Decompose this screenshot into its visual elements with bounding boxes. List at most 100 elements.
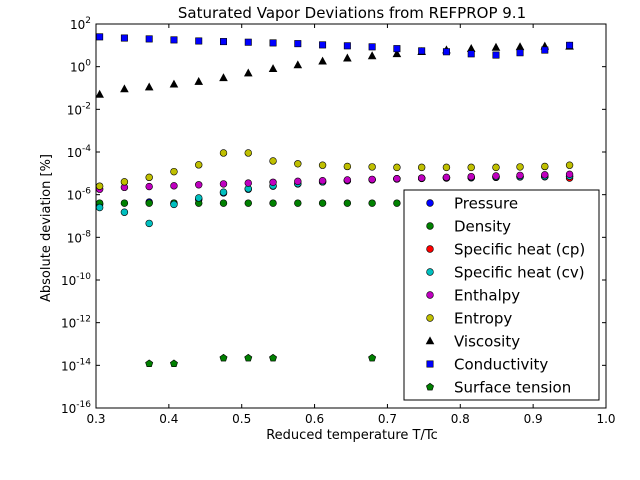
data-point (194, 76, 204, 85)
data-point (368, 199, 376, 207)
data-point (170, 200, 178, 209)
data-point (442, 48, 450, 56)
data-point (293, 60, 303, 69)
y-tick-exponent: 0 (85, 59, 91, 69)
data-point (294, 40, 302, 48)
y-tick-label: 10-6 (67, 187, 92, 203)
y-tick-label: 10-12 (61, 315, 91, 331)
data-point (516, 163, 524, 171)
y-tick-exponent: -8 (82, 229, 91, 239)
data-point (492, 51, 500, 59)
y-tick-base: 10 (61, 317, 76, 331)
data-point (368, 353, 377, 362)
data-point (243, 68, 253, 77)
legend-marker (426, 199, 434, 207)
data-point (368, 175, 376, 184)
y-tick-base: 10 (61, 402, 76, 416)
series-entropy (95, 149, 574, 190)
data-point (318, 161, 327, 169)
y-tick-exponent: -14 (76, 357, 91, 367)
y-tick-exponent: -2 (82, 101, 91, 111)
data-point (145, 359, 154, 368)
y-tick-label: 10-2 (67, 101, 91, 117)
data-point (491, 42, 501, 51)
legend: Pressure Density Specific heat (cp) Specifi… (403, 189, 600, 401)
data-point (195, 161, 203, 169)
y-tick-base: 10 (61, 359, 76, 373)
data-point (442, 173, 451, 182)
data-point (492, 163, 500, 172)
data-point (541, 46, 549, 54)
plot-area: 0.3 0.4 0.5 0.6 0.7 0.8 0.9 1.010210010-210-410… (61, 16, 616, 426)
data-point (145, 219, 153, 228)
data-point (566, 41, 574, 49)
data-point (368, 163, 376, 171)
legend-marker (425, 336, 435, 345)
data-point (294, 177, 302, 186)
legend-label: Enthalpy (454, 287, 520, 305)
data-point (220, 38, 228, 46)
data-point (169, 359, 178, 368)
y-tick-base: 10 (70, 18, 85, 32)
series-density (95, 199, 401, 207)
y-tick-base: 10 (67, 103, 82, 117)
y-tick-exponent: -12 (76, 315, 91, 325)
y-tick-base: 10 (67, 231, 82, 245)
y-tick-label: 102 (70, 16, 91, 32)
data-point (120, 84, 129, 93)
data-point (145, 182, 153, 191)
legend-entry: Enthalpy (426, 287, 520, 305)
data-point (516, 49, 524, 57)
data-point (170, 167, 178, 176)
data-point (269, 353, 278, 362)
data-point (244, 38, 252, 46)
data-point (541, 171, 549, 179)
x-tick-label: 0.4 (159, 412, 178, 426)
y-tick-base: 10 (70, 61, 85, 75)
legend-entry: Specific heat (cp) (426, 241, 585, 259)
legend-entry: Surface tension (426, 379, 571, 397)
data-point (120, 208, 129, 216)
data-point (367, 51, 377, 60)
data-point (219, 180, 228, 188)
y-tick-label: 100 (70, 59, 91, 75)
data-point (96, 33, 104, 41)
data-point (170, 182, 178, 190)
plot-frame (95, 23, 607, 409)
data-point (244, 353, 253, 362)
y-tick-label: 10-10 (61, 272, 91, 288)
legend-label: Specific heat (cp) (454, 241, 585, 259)
y-tick-base: 10 (67, 146, 82, 160)
legend-label: Density (454, 218, 511, 236)
data-point (170, 36, 178, 44)
y-tick-exponent: -16 (76, 400, 91, 410)
data-point (318, 56, 327, 65)
data-point (516, 171, 524, 180)
data-point (418, 47, 426, 55)
legend-entry: Entropy (426, 310, 512, 328)
y-tick-label: 10-4 (67, 144, 92, 160)
data-point (120, 34, 128, 42)
data-point (492, 172, 500, 180)
data-point (219, 188, 228, 196)
data-point (145, 35, 153, 43)
data-point (95, 203, 104, 212)
data-point (392, 49, 402, 58)
data-point (318, 177, 327, 185)
y-tick-exponent: -4 (82, 144, 91, 154)
x-tick-label: 1.0 (596, 412, 615, 426)
data-point (195, 181, 203, 189)
data-point (515, 42, 525, 51)
series-enthalpy (95, 170, 574, 193)
x-tick-label: 0.5 (232, 412, 251, 426)
data-point (318, 199, 327, 207)
series-conductivity (96, 33, 574, 59)
data-point (244, 179, 252, 187)
data-point (417, 163, 426, 172)
legend-box (403, 189, 600, 401)
data-point (393, 199, 401, 207)
data-point (120, 178, 129, 186)
legend-marker (426, 291, 434, 299)
y-tick-label: 10-8 (67, 229, 92, 245)
data-point (343, 199, 352, 207)
